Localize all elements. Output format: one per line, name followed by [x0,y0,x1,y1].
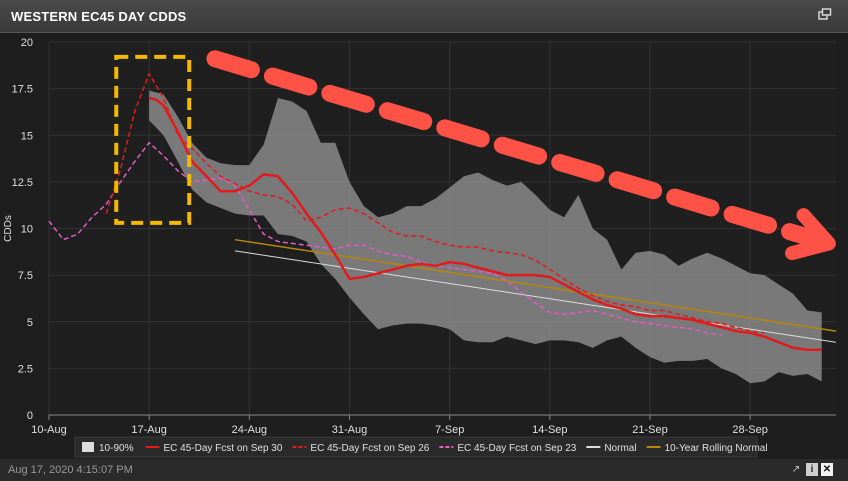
y-tick-label: 0 [27,410,33,422]
y-tick-label: 10 [21,224,33,236]
close-icon[interactable]: ✕ [821,463,833,476]
y-tick-label: 2.5 [18,363,33,375]
y-tick-label: 5 [27,317,33,329]
legend-box [74,436,758,458]
highlight-box [114,54,192,225]
x-tick-label: 28-Sep [732,424,767,436]
x-tick-label: 31-Aug [332,424,367,436]
x-tick-label: 17-Aug [131,424,166,436]
y-tick-label: 20 [21,37,33,49]
trend-arrow-head [785,208,836,261]
x-tick-label: 21-Sep [632,424,667,436]
legend-swatch-band [82,442,94,452]
export-icon[interactable]: ↗ [791,464,801,475]
legend-label-4: 10-Year Rolling Normal [665,443,768,454]
x-tick-label: 14-Sep [532,424,567,436]
series-line-3 [234,250,837,343]
expand-window-icon[interactable] [818,8,832,20]
panel-header: WESTERN EC45 DAY CDDS [0,0,848,33]
legend-label-band: 10-90% [99,443,134,454]
legend-label-2: EC 45-Day Fcst on Sep 23 [457,443,576,454]
x-tick-label: 7-Sep [435,424,464,436]
series-line-1 [105,72,765,334]
series-line-2 [48,141,722,336]
chart-area: 0 2.5 5 7.5 10 12.5 15 17.5 20 10-Aug 17-Aug 24-Aug… [0,33,848,463]
x-tick-label: 24-Aug [232,424,267,436]
y-tick-label: 7.5 [18,270,33,282]
legend-label-1: EC 45-Day Fcst on Sep 26 [310,443,429,454]
info-icon[interactable]: i [806,463,818,476]
series-line-0 [148,96,822,351]
y-tick-label: 15 [21,130,33,142]
panel-footer: Aug 17, 2020 4:15:07 PM ↗ i ✕ [0,459,848,481]
timestamp: Aug 17, 2020 4:15:07 PM [8,464,133,476]
x-tick-label: 10-Aug [31,424,66,436]
legend-label-0: EC 45-Day Fcst on Sep 30 [163,443,282,454]
legend-label-3: Normal [604,443,636,454]
chart-title: WESTERN EC45 DAY CDDS [11,9,187,24]
y-tick-label: 17.5 [12,84,33,96]
cdd-chart: 0 2.5 5 7.5 10 12.5 15 17.5 20 10-Aug 17-Aug 24-Aug… [3,37,837,458]
y-axis-label: CDDs [3,215,14,242]
y-tick-label: 12.5 [12,177,33,189]
trend-arrow-shaft [206,50,832,251]
